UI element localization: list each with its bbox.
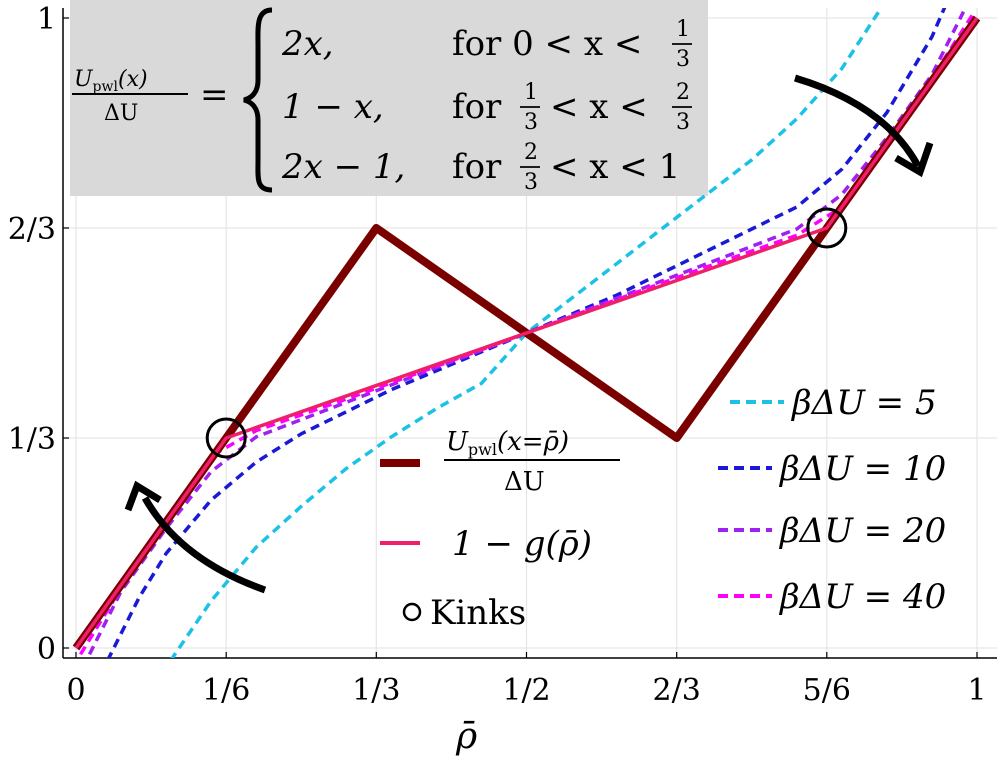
x-tick-label: 5/6 bbox=[803, 673, 851, 708]
legend-upwl-arg: (x=ρ̄) bbox=[497, 427, 569, 457]
x-tick-label: 2/3 bbox=[653, 673, 701, 708]
legend-beta20-label: βΔU = 20 bbox=[778, 511, 946, 551]
formula-case2-mid: < x < bbox=[550, 87, 648, 127]
legend-g-label: 1 − g(ρ̄) bbox=[452, 524, 592, 564]
formula-equals: = bbox=[200, 75, 229, 115]
series-layer bbox=[72, 8, 981, 658]
y-tick-label: 2/3 bbox=[8, 212, 56, 247]
x-tick-label: 1/2 bbox=[502, 673, 550, 708]
formula-case2-frac2-den: 3 bbox=[676, 110, 690, 135]
formula-case3-frac-den: 3 bbox=[524, 170, 538, 195]
x-tick-label: 0 bbox=[66, 673, 85, 708]
formula-case1-frac-den: 3 bbox=[676, 47, 690, 72]
formula-box-background bbox=[70, 0, 708, 196]
x-tick-labels: 0 1/6 1/3 1/2 2/3 5/6 1 bbox=[66, 673, 986, 708]
formula-lhs-num: U bbox=[74, 67, 94, 92]
kink-markers bbox=[205, 207, 848, 459]
legend-upwl-num: U bbox=[446, 427, 469, 457]
y-tick-label: 0 bbox=[37, 632, 56, 667]
legend-swatch-kinks bbox=[402, 602, 422, 622]
svg-text:Upwl(x=ρ̄): Upwl(x=ρ̄) bbox=[446, 427, 569, 459]
formula-case1-cond: for 0 < x < bbox=[452, 24, 642, 64]
x-tick-label: 1 bbox=[967, 673, 986, 708]
formula-case1-expr: 2x, bbox=[281, 24, 334, 64]
formula-brace bbox=[243, 7, 273, 193]
formula-lhs-arg: (x) bbox=[118, 67, 148, 92]
formula-case3-for: for bbox=[452, 147, 502, 187]
arrow-lower-left-head bbox=[124, 480, 162, 512]
arrow-upper-right bbox=[793, 74, 922, 168]
legend-kinks-label: Kinks bbox=[430, 593, 526, 633]
formula-case2-for: for bbox=[452, 87, 502, 127]
arrow-upper-right-head bbox=[894, 141, 934, 178]
y-tick-label: 1/3 bbox=[8, 422, 56, 457]
formula-lhs-sub: pwl bbox=[93, 79, 119, 95]
x-tick-label: 1/6 bbox=[202, 673, 250, 708]
formula-lhs-den: ΔU bbox=[104, 101, 138, 126]
y-tick-labels: 0 1/3 2/3 1 bbox=[8, 2, 56, 667]
formula-case3-expr: 2x − 1, bbox=[281, 147, 405, 187]
x-tick-label: 1/3 bbox=[352, 673, 400, 708]
formula-case3-frac-num: 2 bbox=[524, 140, 538, 165]
legend-beta40-label: βΔU = 40 bbox=[778, 577, 946, 617]
legend-beta10-label: βΔU = 10 bbox=[778, 449, 946, 489]
kink-marker bbox=[806, 207, 848, 249]
formula-case1-frac-num: 1 bbox=[676, 17, 690, 42]
series-line bbox=[106, 8, 947, 658]
formula-case2-frac1-den: 3 bbox=[524, 110, 538, 135]
formula-case2-frac2-num: 2 bbox=[676, 80, 690, 105]
axes bbox=[62, 8, 997, 659]
legend-outer: βΔU = 5 βΔU = 10 βΔU = 20 βΔU = 40 bbox=[718, 383, 946, 617]
formula-case2-frac1-num: 1 bbox=[524, 80, 538, 105]
series-line bbox=[170, 8, 884, 658]
kink-marker bbox=[205, 417, 247, 459]
series-line bbox=[87, 10, 966, 656]
x-axis-title: ρ̄ bbox=[455, 716, 477, 757]
svg-text:Upwl(x): Upwl(x) bbox=[74, 67, 148, 95]
legend-inner: Upwl(x=ρ̄) ΔU 1 − g(ρ̄) Kinks bbox=[380, 427, 620, 633]
formula-case3-mid: < x < 1 bbox=[550, 147, 680, 187]
series-line bbox=[74, 16, 979, 650]
legend-upwl-den: ΔU bbox=[504, 467, 545, 497]
formula-box: Upwl(x) ΔU = 2x, for 0 < x < 1 3 1 − x, … bbox=[70, 0, 708, 196]
y-tick-label: 1 bbox=[37, 2, 56, 37]
legend-beta5-label: βΔU = 5 bbox=[790, 383, 937, 423]
arrow-lower-left bbox=[141, 496, 267, 594]
formula-case2-expr: 1 − x, bbox=[282, 87, 384, 127]
legend-upwl-sub: pwl bbox=[468, 440, 497, 459]
